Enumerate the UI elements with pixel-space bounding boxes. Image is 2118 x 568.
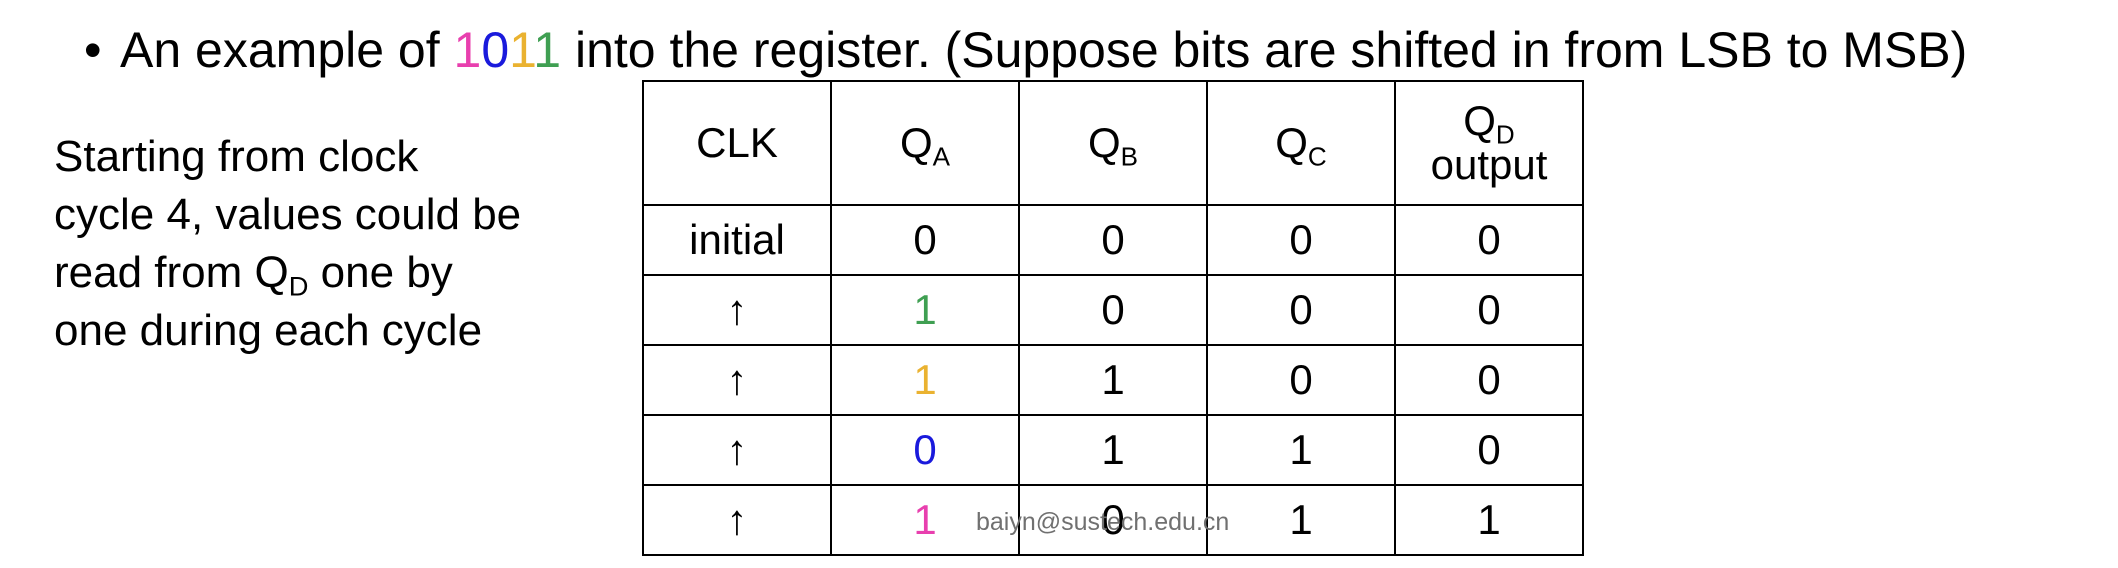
bullet-line: • An example of 1011 into the register. (…	[84, 14, 1967, 86]
shift-register-table: CLK QA QB QC QD output initial 0 0 0 0 ↑ …	[642, 80, 1584, 556]
cell-qc: 1	[1206, 484, 1396, 556]
header-qc: QC	[1206, 80, 1396, 206]
note-line-2: cycle 4, values could be	[54, 190, 522, 239]
bullet-digit-3: 1	[509, 22, 534, 78]
header-clk: CLK	[642, 80, 832, 206]
table-header-row: CLK QA QB QC QD output	[642, 80, 1584, 206]
bullet-prefix: An example of	[120, 22, 454, 78]
note-line-3-text: read from Q	[54, 248, 289, 297]
cell-qb: 0	[1018, 204, 1208, 276]
header-qa-sub: A	[932, 141, 951, 172]
header-qd-base: Q	[1463, 97, 1496, 144]
cell-qa: 1	[830, 344, 1020, 416]
header-qd-output: output	[1430, 141, 1548, 188]
watermark: baiyn@sustech.edu.cn	[976, 508, 1230, 536]
cell-qd: 1	[1394, 484, 1584, 556]
note-line-3-subscript: D	[288, 270, 309, 302]
header-qd: QD output	[1394, 80, 1584, 206]
cell-qd: 0	[1394, 414, 1584, 486]
header-qb-base: Q	[1087, 119, 1121, 166]
cell-qb: 0	[1018, 274, 1208, 346]
cell-qa: 1	[830, 484, 1020, 556]
cell-qa: 0	[830, 414, 1020, 486]
header-qb-sub: B	[1120, 141, 1139, 172]
header-qa: QA	[830, 80, 1020, 206]
cell-qb: 1	[1018, 344, 1208, 416]
cell-clk: ↑	[642, 414, 832, 486]
cell-qb: 1	[1018, 414, 1208, 486]
cell-qd: 0	[1394, 204, 1584, 276]
table-row: initial 0 0 0 0	[642, 204, 1584, 276]
side-note: Starting from clock cycle 4, values coul…	[54, 128, 614, 360]
cell-qd: 0	[1394, 274, 1584, 346]
cell-qc: 1	[1206, 414, 1396, 486]
table-row: ↑ 1 0 0 0	[642, 274, 1584, 346]
note-line-1: Starting from clock	[54, 132, 419, 181]
cell-qb: 0	[1018, 484, 1208, 556]
cell-clk: ↑	[642, 274, 832, 346]
cell-qa: 1	[830, 274, 1020, 346]
table-row: ↑ 1 0 1 1	[642, 484, 1584, 556]
table-row: ↑ 1 1 0 0	[642, 344, 1584, 416]
header-qb: QB	[1018, 80, 1208, 206]
cell-qc: 0	[1206, 344, 1396, 416]
cell-qa: 0	[830, 204, 1020, 276]
header-qa-base: Q	[899, 119, 933, 166]
cell-qc: 0	[1206, 274, 1396, 346]
header-qc-base: Q	[1275, 119, 1308, 166]
cell-qc: 0	[1206, 204, 1396, 276]
header-qd-sub: D	[1495, 119, 1515, 150]
cell-clk: initial	[642, 204, 832, 276]
bullet-dot: •	[84, 22, 102, 78]
cell-clk: ↑	[642, 344, 832, 416]
cell-clk: ↑	[642, 484, 832, 556]
note-line-4: one during each cycle	[54, 306, 483, 355]
note-line-3-rest: one by	[308, 248, 453, 297]
note-line-3: read from QD one by	[54, 244, 614, 302]
bullet-digit-2: 0	[481, 22, 510, 78]
bullet-digit-1: 1	[453, 22, 482, 78]
header-qc-sub: C	[1307, 141, 1327, 172]
cell-qd: 0	[1394, 344, 1584, 416]
bullet-digit-4: 1	[533, 22, 562, 78]
table-row: ↑ 0 1 1 0	[642, 414, 1584, 486]
bullet-suffix: into the register. (Suppose bits are shi…	[561, 22, 1968, 78]
